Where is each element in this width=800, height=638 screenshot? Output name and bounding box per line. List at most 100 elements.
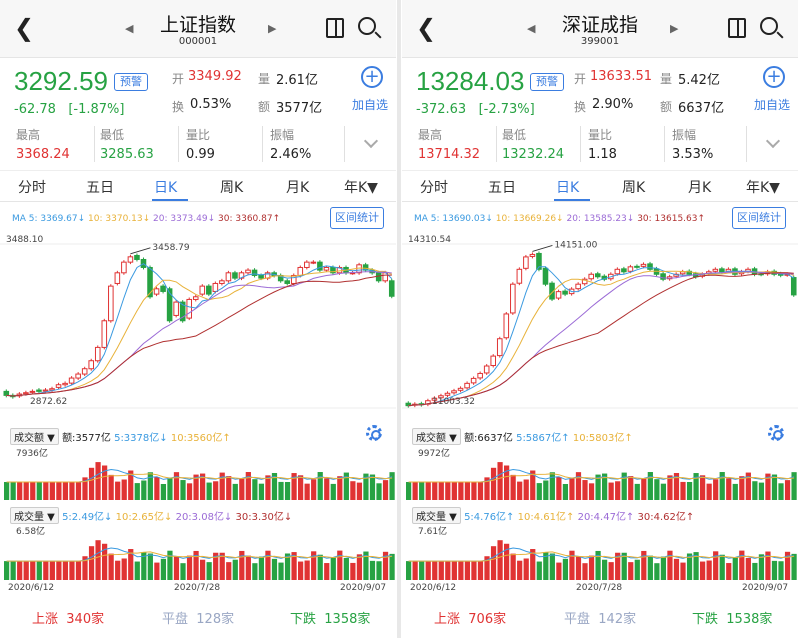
add-watchlist-icon[interactable]: +	[361, 66, 383, 88]
volume-select[interactable]: 成交量 ▼	[10, 507, 59, 524]
bar	[75, 482, 82, 500]
tab-five-day[interactable]: 五日	[86, 180, 114, 196]
bar	[595, 550, 601, 580]
candle	[317, 260, 323, 273]
candle	[108, 284, 114, 323]
bar	[88, 467, 95, 500]
prev-index-icon[interactable]: ◀	[527, 22, 536, 35]
search-icon[interactable]	[760, 17, 778, 35]
candle	[284, 278, 291, 286]
bar	[343, 557, 349, 580]
bar	[693, 552, 699, 580]
bar	[147, 553, 153, 580]
back-arrow-icon[interactable]: ❮	[416, 14, 437, 42]
prev-index-icon[interactable]: ◀	[125, 22, 134, 35]
tab-monthly-k[interactable]: 月K	[688, 180, 712, 196]
bar	[771, 474, 778, 500]
bar	[75, 561, 82, 580]
turnover-select[interactable]: 成交额 ▼	[412, 428, 461, 445]
bar	[102, 543, 108, 580]
volume-select[interactable]: 成交量 ▼	[412, 507, 461, 524]
amount-value: 6637亿	[678, 101, 725, 116]
expand-chevron-icon[interactable]	[765, 133, 781, 149]
turnover-ma5: 5:5867亿↑	[516, 433, 570, 444]
amount-label: 额	[258, 100, 271, 114]
bar	[324, 563, 330, 580]
period-tabs: 分时 五日 日K 周K 月K 年K▼	[0, 170, 396, 202]
volume-ma5: 5:2.49亿↓	[62, 512, 113, 523]
volume-bar-chart: 7.61亿	[406, 525, 797, 580]
next-index-icon[interactable]: ▶	[268, 22, 277, 35]
add-watchlist-button[interactable]: 加自选	[352, 98, 389, 112]
turnover-select[interactable]: 成交额 ▼	[10, 428, 59, 445]
candle	[542, 266, 549, 287]
date-start: 2020/6/12	[410, 583, 457, 593]
y-axis-top-label: 14310.54	[408, 235, 451, 245]
bar	[732, 557, 738, 580]
bar	[389, 472, 395, 500]
tab-daily-k[interactable]: 日K	[556, 180, 580, 196]
candle	[160, 284, 166, 294]
bar	[160, 483, 167, 500]
range-stats-button[interactable]: 区间统计	[732, 207, 786, 229]
bar	[356, 482, 363, 500]
volume-header: 成交量 ▼ 5:2.49亿↓ 10:2.65亿↓ 20:3.08亿↓ 30:3.…	[10, 507, 292, 524]
ma30-value: 30: 3360.87↑	[218, 214, 281, 224]
bar	[278, 562, 284, 580]
bar	[49, 482, 55, 500]
tab-five-day[interactable]: 五日	[488, 180, 516, 196]
tab-yearly-k[interactable]: 年K▼	[344, 180, 378, 196]
bar	[193, 474, 199, 500]
bar	[30, 482, 36, 500]
kline-chart[interactable]: 3488.10 3458.79 2872.62	[0, 232, 396, 422]
next-index-icon[interactable]: ▶	[670, 22, 679, 35]
bar	[82, 556, 88, 580]
notes-icon[interactable]	[326, 18, 344, 38]
bar	[673, 472, 680, 500]
decliners-count: 1538家	[726, 612, 773, 627]
tab-intraday[interactable]: 分时	[420, 180, 448, 196]
bar	[278, 481, 284, 500]
search-icon[interactable]	[358, 17, 376, 35]
bar	[647, 472, 653, 500]
bar	[213, 552, 219, 580]
expand-chevron-icon[interactable]	[363, 133, 379, 149]
settings-gear-icon[interactable]	[366, 425, 382, 441]
candle	[3, 389, 10, 398]
ma30-value: 30: 13615.63↑	[637, 214, 706, 224]
bar	[425, 482, 431, 500]
notes-icon[interactable]	[728, 18, 746, 38]
active-tab-indicator	[152, 199, 188, 201]
panel-shenzhen: ❮ ◀ 深证成指 399001 ▶ 13284.03 预警 -372.63 [-…	[402, 0, 798, 638]
tab-intraday[interactable]: 分时	[18, 180, 46, 196]
bar	[36, 482, 42, 500]
kline-chart[interactable]: 14310.54 14151.00 11003.32	[402, 232, 798, 422]
bar	[226, 562, 232, 580]
alert-button[interactable]: 预警	[114, 73, 148, 91]
low-value: 3285.63	[100, 147, 154, 162]
back-arrow-icon[interactable]: ❮	[14, 14, 35, 42]
tab-daily-k[interactable]: 日K	[154, 180, 178, 196]
bar	[615, 552, 621, 580]
bar	[291, 552, 297, 580]
bar	[258, 556, 265, 580]
candle	[621, 266, 627, 274]
add-watchlist-button[interactable]: 加自选	[754, 98, 791, 112]
bar	[523, 479, 529, 500]
bar	[180, 480, 186, 500]
tab-weekly-k[interactable]: 周K	[220, 180, 244, 196]
bar	[445, 482, 451, 500]
add-watchlist-icon[interactable]: +	[763, 66, 785, 88]
tab-yearly-k[interactable]: 年K▼	[746, 180, 780, 196]
bar	[43, 482, 49, 500]
settings-gear-icon[interactable]	[768, 425, 784, 441]
range-stats-button[interactable]: 区间统计	[330, 207, 384, 229]
bar	[128, 549, 134, 580]
low-label: 最低	[100, 128, 125, 142]
tab-weekly-k[interactable]: 周K	[622, 180, 646, 196]
alert-button[interactable]: 预警	[530, 73, 564, 91]
bar	[641, 478, 647, 500]
bar	[108, 474, 114, 500]
tab-monthly-k[interactable]: 月K	[286, 180, 310, 196]
amount-label: 额	[660, 100, 673, 114]
